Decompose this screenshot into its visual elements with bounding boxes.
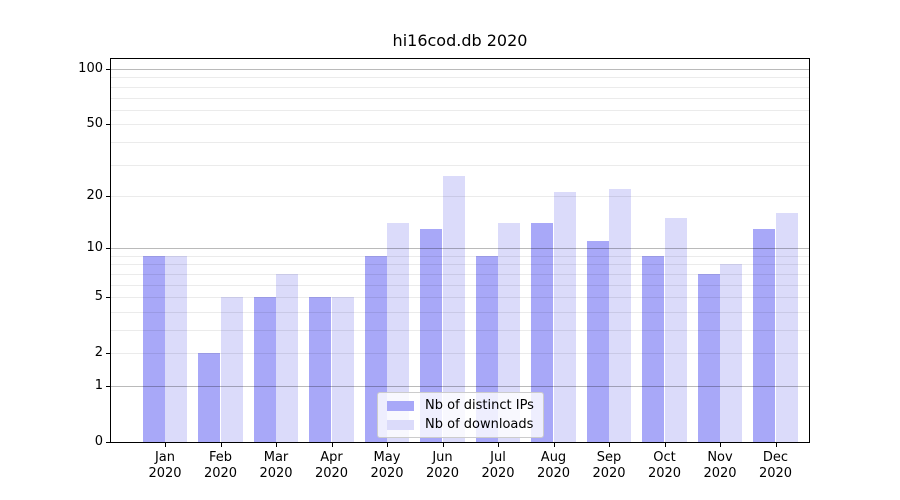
bar-downloads-apr [331, 297, 354, 442]
y-tick-label-5: 5 [94, 289, 103, 305]
legend-label-downloads: Nb of downloads [425, 417, 534, 432]
x-tick-label-dec: Dec 2020 [758, 450, 793, 481]
legend-entry-distinct-ips: Nb of distinct IPs [387, 398, 534, 413]
legend-swatch-downloads-icon [387, 419, 414, 430]
y-tick-label-10: 10 [86, 240, 103, 256]
x-tick-oct [664, 443, 666, 447]
bar-downloads-jul [498, 223, 521, 442]
x-tick-jun [442, 443, 444, 447]
bar-downloads-oct [664, 217, 687, 442]
minor-gridline-40 [111, 141, 809, 143]
x-tick-mar [276, 443, 277, 447]
x-tick-may [387, 443, 388, 447]
minor-gridline-80 [111, 86, 809, 88]
major-gridline-100 [111, 69, 809, 70]
minor-gridline-90 [111, 77, 809, 79]
x-tick-label-oct: Oct 2020 [647, 450, 682, 481]
y-tick-label-2: 2 [94, 345, 103, 361]
bar-downloads-jun [442, 175, 465, 442]
bar-distinct-ips-aug [531, 223, 554, 442]
x-tick-label-aug: Aug 2020 [536, 450, 571, 481]
y-tick-5 [106, 297, 110, 299]
bar-distinct-ips-mar [253, 297, 276, 442]
legend-entry-downloads: Nb of downloads [387, 417, 534, 432]
x-tick-dec [775, 443, 777, 447]
minor-gridline-50 [111, 124, 809, 126]
plot-area: Nb of distinct IPs Nb of downloads Jan 2… [78, 58, 810, 481]
bar-distinct-ips-oct [642, 255, 665, 442]
x-tick-label-apr: Apr 2020 [314, 450, 349, 481]
y-tick-2 [106, 353, 110, 355]
x-tick-label-jan: Jan 2020 [148, 450, 182, 481]
legend-label-distinct-ips: Nb of distinct IPs [425, 398, 534, 413]
bar-distinct-ips-feb [198, 353, 221, 442]
chart-title: hi16cod.db 2020 [392, 31, 528, 50]
x-tick-label-mar: Mar 2020 [259, 450, 293, 481]
y-tick-label-1: 1 [94, 378, 103, 393]
y-tick-0 [106, 442, 110, 443]
bar-downloads-feb [220, 297, 243, 442]
bar-distinct-ips-dec [753, 228, 776, 442]
x-tick-aug [553, 443, 555, 447]
x-tick-label-feb: Feb 2020 [203, 450, 238, 481]
bar-downloads-mar [276, 273, 299, 442]
y-tick-20 [106, 195, 110, 197]
x-tick-apr [331, 443, 333, 447]
x-tick-label-jul: Jul 2020 [481, 450, 515, 481]
minor-gridline-70 [111, 97, 809, 99]
x-tick-label-jun: Jun 2020 [425, 450, 460, 481]
bar-downloads-jan [165, 255, 188, 442]
bar-distinct-ips-jun [420, 228, 443, 442]
x-tick-label-sep: Sep 2020 [592, 450, 626, 481]
bar-downloads-sep [609, 188, 632, 442]
x-tick-label-may: May 2020 [370, 450, 404, 481]
bar-downloads-aug [553, 192, 576, 442]
legend: Nb of distinct IPs Nb of downloads [377, 392, 544, 438]
bar-downloads-nov [720, 264, 743, 442]
x-tick-label-nov: Nov 2020 [703, 450, 737, 481]
y-tick-100 [106, 69, 110, 70]
x-tick-nov [720, 443, 721, 447]
bar-distinct-ips-sep [586, 241, 609, 442]
y-tick-10 [106, 248, 110, 250]
y-tick-label-0: 0 [94, 434, 103, 449]
minor-gridline-30 [111, 164, 809, 166]
y-tick-label-50: 50 [86, 116, 103, 132]
bar-downloads-may [387, 223, 410, 442]
bar-distinct-ips-jan [142, 255, 165, 442]
bar-distinct-ips-apr [309, 297, 332, 442]
x-tick-feb [220, 443, 222, 447]
y-tick-1 [106, 386, 110, 387]
y-tick-50 [106, 124, 110, 126]
bar-distinct-ips-nov [697, 273, 720, 442]
legend-swatch-distinct-ips-icon [387, 400, 414, 411]
y-tick-label-20: 20 [86, 187, 103, 203]
x-tick-jan [165, 443, 166, 447]
bar-downloads-dec [775, 213, 798, 442]
x-tick-sep [609, 443, 610, 447]
y-tick-label-100: 100 [78, 61, 103, 76]
minor-gridline-60 [111, 109, 809, 111]
x-tick-jul [498, 443, 499, 447]
